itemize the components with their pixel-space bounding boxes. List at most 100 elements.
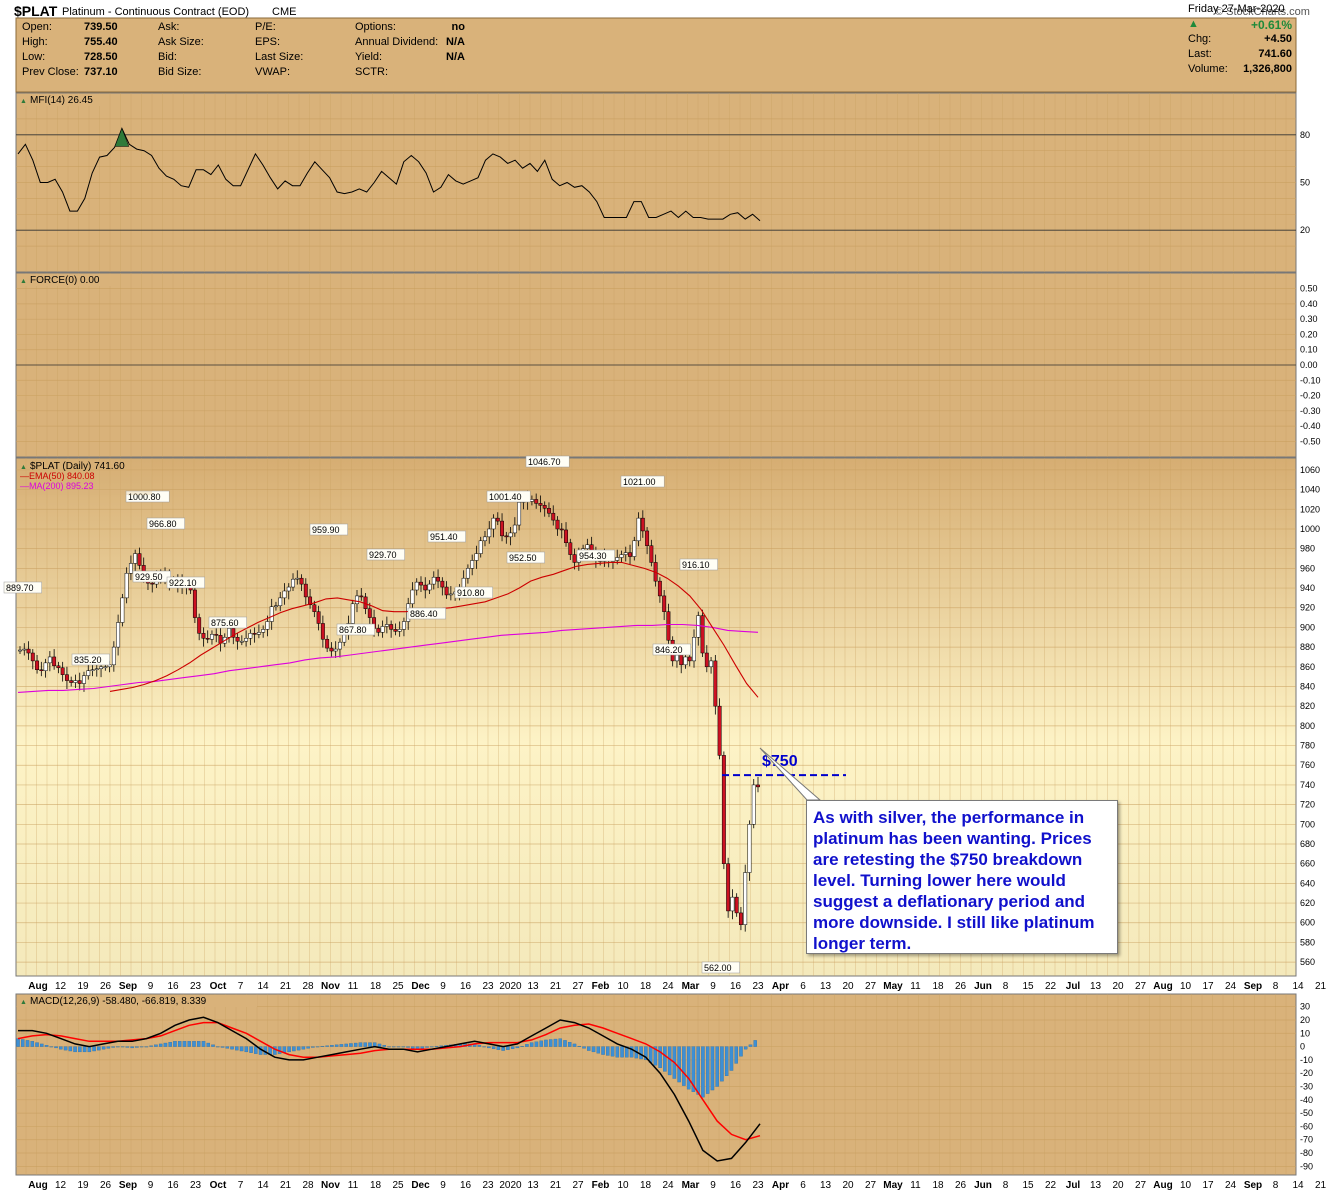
macd-histogram-bar <box>235 1046 239 1051</box>
candle-up <box>244 637 249 642</box>
date-axis-label: 9 <box>148 1180 154 1191</box>
macd-tick-label: -50 <box>1300 1108 1313 1118</box>
candle-down <box>559 528 564 531</box>
price-annotation: 1021.00 <box>623 477 656 487</box>
date-axis-label: Jun <box>974 981 992 992</box>
date-axis-label: 11 <box>910 981 921 992</box>
date-axis-label: 18 <box>370 981 382 992</box>
price-tick-label: 1060 <box>1300 465 1320 475</box>
macd-histogram-bar <box>320 1045 325 1047</box>
quote-value: 1,326,800 <box>1243 63 1292 75</box>
date-axis-label: Sep <box>119 981 137 992</box>
macd-histogram-bar <box>520 1045 524 1047</box>
price-annotation: 846.20 <box>655 645 683 655</box>
date-axis-label: 22 <box>1045 981 1057 992</box>
price-annotation: 929.50 <box>135 572 163 582</box>
macd-histogram-bar <box>544 1039 548 1047</box>
force-icon: ▲ <box>20 278 27 285</box>
force-tick-label: -0.10 <box>1300 375 1321 385</box>
macd-histogram-bar <box>658 1046 662 1069</box>
candle-down <box>303 583 308 598</box>
date-axis-label: Feb <box>592 981 610 992</box>
macd-histogram-bar <box>534 1041 539 1047</box>
candle-down <box>649 545 654 563</box>
date-axis-label: Dec <box>411 1180 430 1191</box>
date-axis-label: 26 <box>955 981 967 992</box>
date-axis-label: 20 <box>842 1180 854 1191</box>
macd-histogram-bar <box>163 1042 168 1047</box>
candle-up <box>730 896 735 912</box>
macd-histogram-bar <box>753 1040 757 1047</box>
mfi-icon: ▲ <box>20 98 27 105</box>
candle-up <box>696 615 701 638</box>
candle-up <box>529 499 534 502</box>
price-tick-label: 820 <box>1300 701 1315 711</box>
date-axis-label: 17 <box>1202 1180 1214 1191</box>
date-axis-label: 9 <box>440 1180 446 1191</box>
candle-up <box>342 634 347 643</box>
date-axis-label: 20 <box>1112 981 1124 992</box>
date-axis-label: 14 <box>257 1180 269 1191</box>
macd-histogram-bar <box>691 1046 696 1092</box>
candle-down <box>564 529 568 544</box>
macd-histogram-bar <box>334 1044 339 1047</box>
candle-up <box>295 577 300 580</box>
ma200-line <box>17 623 759 693</box>
macd-histogram-bar <box>220 1046 225 1048</box>
price-legend: $PLAT (Daily) 741.60 <box>30 461 125 472</box>
candle-up <box>636 517 641 542</box>
date-axis-label: 21 <box>1315 981 1327 992</box>
macd-histogram-bar <box>567 1041 572 1047</box>
candle-down <box>359 595 364 598</box>
macd-histogram-bar <box>572 1043 577 1047</box>
macd-histogram-bar <box>629 1046 634 1058</box>
date-axis-label: 13 <box>527 981 539 992</box>
date-axis-label: 11 <box>348 1180 359 1191</box>
macd-legend: MACD(12,26,9) -58.480, -66.819, 8.339 <box>30 996 207 1007</box>
macd-histogram-bar <box>25 1040 30 1047</box>
date-axis-label: 18 <box>932 981 944 992</box>
price-annotation-box <box>679 558 718 571</box>
price-annotation: 959.90 <box>312 525 340 535</box>
macd-tick-label: -80 <box>1300 1148 1313 1158</box>
candle-down <box>542 505 547 509</box>
quote-label: Yield: <box>355 51 383 63</box>
quote-label: P/E: <box>255 21 276 33</box>
macd-tick-label: -30 <box>1300 1082 1313 1092</box>
date-axis-label: 21 <box>550 981 562 992</box>
candle-up <box>380 626 385 633</box>
date-axis-bg <box>16 1176 1296 1190</box>
date-axis-label: 9 <box>710 981 716 992</box>
quote-label: Ask: <box>158 21 180 33</box>
date-axis-label: Nov <box>321 1180 340 1191</box>
date-axis-label: 27 <box>865 981 877 992</box>
macd-histogram-bar <box>529 1042 534 1047</box>
chart-name: Platinum - Continuous Contract (EOD) <box>62 6 250 18</box>
candle-up <box>709 660 714 668</box>
candle-up <box>103 666 108 669</box>
candle-up <box>333 648 338 652</box>
date-axis-label: Jun <box>974 1180 992 1191</box>
macd-line <box>18 1016 761 1162</box>
price-tick-label: 1020 <box>1300 504 1320 514</box>
mfi-tick-label: 20 <box>1300 225 1310 235</box>
candle-down <box>756 784 760 788</box>
macd-histogram-bar <box>625 1046 629 1058</box>
macd-histogram-bar <box>748 1044 753 1047</box>
legend-bg <box>17 459 152 495</box>
macd-histogram-bar <box>311 1046 315 1048</box>
candle-down <box>77 680 82 684</box>
macd-histogram-bar <box>196 1041 201 1047</box>
price-annotation: 966.80 <box>149 519 177 529</box>
candle-up <box>431 576 436 585</box>
price-annotation-box <box>166 576 205 589</box>
quote-label: High: <box>22 36 48 48</box>
macd-histogram-bar <box>510 1046 515 1049</box>
candle-up <box>632 540 637 557</box>
candle-up <box>94 668 99 671</box>
candle-up <box>517 502 522 526</box>
macd-tick-label: -70 <box>1300 1135 1313 1145</box>
date-axis-label: 16 <box>460 1180 472 1191</box>
price-tick-label: 720 <box>1300 800 1315 810</box>
candle-up <box>585 544 590 549</box>
